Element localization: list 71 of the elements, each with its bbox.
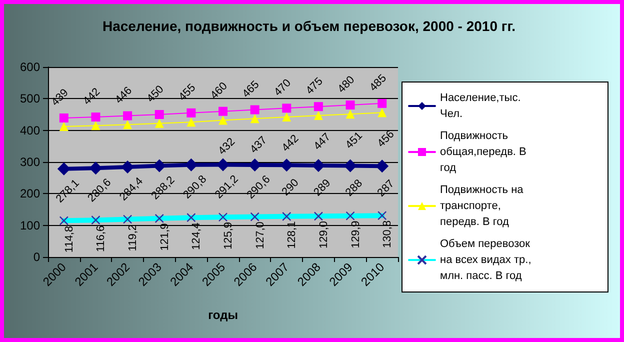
data-label: 127,0 (254, 222, 266, 250)
data-label: 288 (343, 177, 365, 199)
point (346, 100, 355, 110)
point (216, 158, 230, 172)
data-label: 287 (375, 178, 397, 200)
point (314, 102, 323, 112)
point (312, 158, 325, 172)
data-label: 432 (216, 136, 238, 158)
point (91, 112, 100, 122)
point (346, 110, 355, 119)
y-tick-label: 0 (33, 250, 40, 264)
point (154, 118, 164, 128)
point (218, 116, 228, 125)
data-label: 451 (343, 130, 365, 152)
point (250, 105, 260, 114)
y-tick-label: 500 (20, 92, 40, 106)
data-label: 437 (248, 134, 270, 156)
x-axis-title: годы (208, 308, 238, 322)
point (280, 158, 294, 172)
data-label: 485 (367, 72, 389, 94)
data-label: 480 (336, 74, 358, 96)
point (344, 159, 357, 172)
point (57, 162, 70, 176)
point (378, 98, 387, 108)
point (250, 114, 260, 124)
legend-label: Объем перевозок на всех видах тр., млн. пасс. В год (440, 238, 534, 282)
point (376, 160, 389, 173)
y-tick-label: 100 (20, 218, 40, 232)
data-label: 114,8 (63, 226, 76, 253)
data-label: 447 (312, 131, 334, 153)
data-label: 119,2 (127, 224, 140, 252)
point (218, 106, 228, 116)
data-label: 116,6 (95, 225, 108, 252)
data-label: 124,4 (190, 222, 203, 250)
point (184, 158, 198, 172)
point (91, 121, 100, 130)
data-label: 465 (240, 78, 262, 100)
y-tick-label: 600 (20, 60, 40, 74)
data-label: 460 (208, 80, 230, 102)
legend-label: Население,тыс. Чел. (440, 92, 524, 120)
y-tick-label: 200 (20, 186, 40, 201)
point (378, 108, 387, 118)
point (59, 122, 68, 132)
data-label: 456 (375, 128, 397, 150)
point (248, 158, 262, 172)
legend-label: Подвижность общая,передв. В год (440, 130, 530, 174)
point (123, 120, 132, 130)
data-label: 121,9 (158, 223, 171, 251)
point (282, 104, 292, 113)
data-label: 475 (304, 75, 326, 97)
y-tick-label: 300 (20, 155, 40, 169)
data-label: 442 (280, 132, 302, 154)
data-label: 455 (176, 82, 198, 104)
legend-label: Подвижность на транспорте, передв. В год (440, 184, 526, 228)
point (152, 159, 166, 172)
data-label: 290 (280, 176, 302, 198)
point (121, 160, 134, 174)
data-label: 128,1 (286, 221, 298, 249)
data-label: 125,9 (222, 222, 234, 250)
point (154, 110, 164, 119)
point (282, 112, 292, 122)
point (123, 111, 132, 120)
data-label: 470 (272, 77, 294, 98)
point (89, 162, 102, 175)
point (314, 110, 323, 120)
point (186, 118, 196, 127)
point (186, 108, 196, 118)
data-label: 289 (312, 177, 334, 199)
y-tick-label: 400 (20, 123, 40, 138)
point (59, 113, 68, 122)
chart-title: Население, подвижность и объем перевозок, 2000 - 2010 гг. (102, 18, 516, 34)
